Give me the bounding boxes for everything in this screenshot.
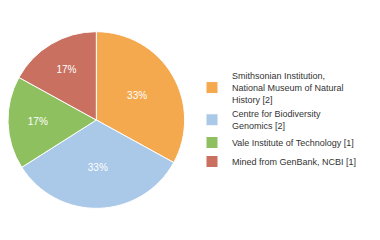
svg-text:Smithsonian Institution,Nation: Smithsonian Institution,National Museum … xyxy=(232,71,344,104)
svg-text:Mined from GenBank, NCBI [1]: Mined from GenBank, NCBI [1] xyxy=(232,157,356,167)
svg-text:17%: 17% xyxy=(56,64,76,75)
svg-text:Vale Institute of Technology [: Vale Institute of Technology [1] xyxy=(232,138,354,148)
svg-text:17%: 17% xyxy=(28,116,48,127)
svg-text:33%: 33% xyxy=(88,162,108,173)
svg-text:Centre for BiodiversityGenomic: Centre for BiodiversityGenomics [2] xyxy=(232,109,321,131)
svg-text:33%: 33% xyxy=(127,90,147,101)
